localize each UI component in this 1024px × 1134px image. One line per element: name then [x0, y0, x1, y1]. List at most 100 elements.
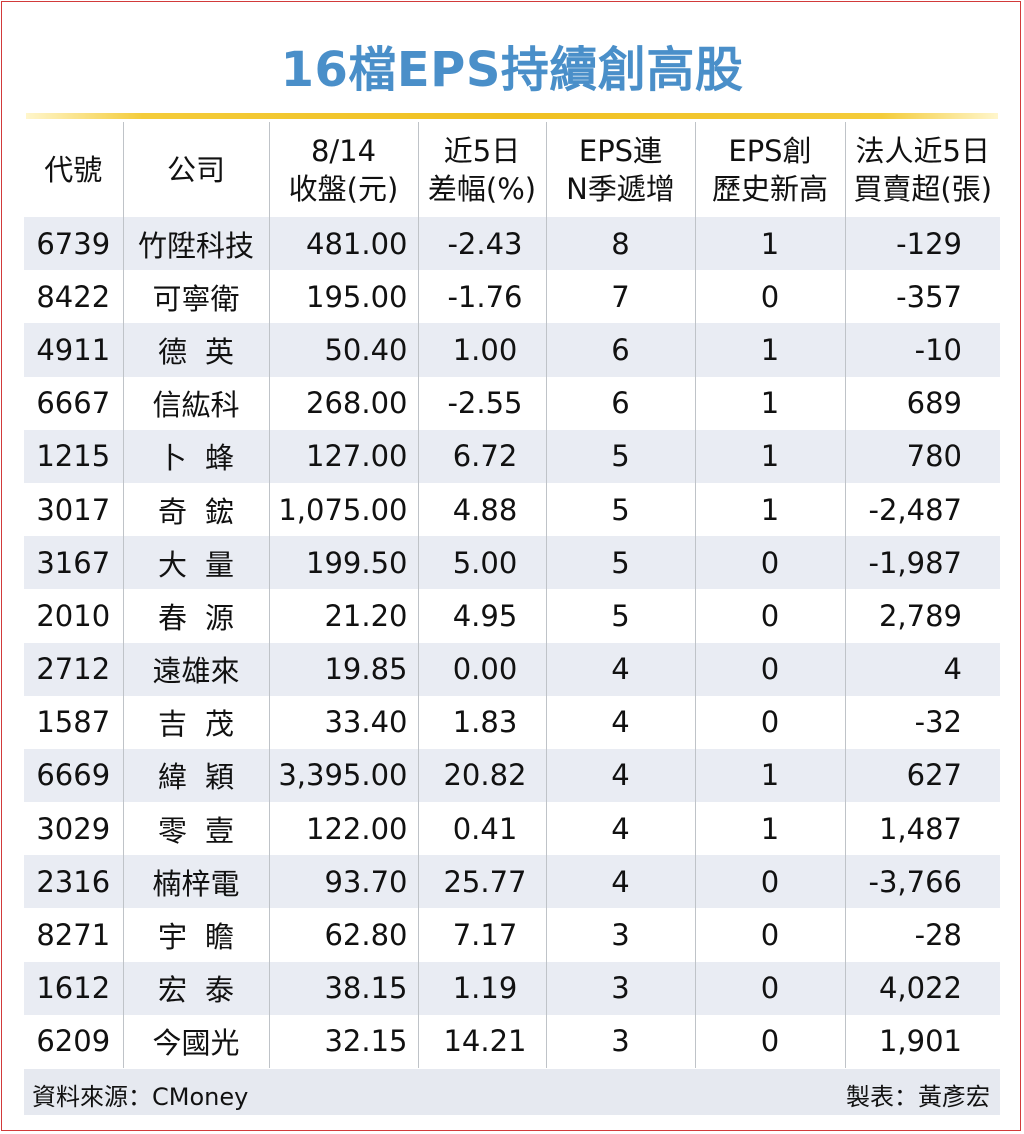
cell-5day-change: 4.95 — [417, 589, 546, 643]
cell-code: 2316 — [24, 855, 123, 909]
cell-eps-quarters: 4 — [545, 748, 695, 803]
stock-table: 代號 公司 8/14 收盤(元) 近5日 差幅(%) EPS連 N季遞增 EPS… — [24, 122, 1000, 1068]
header-close-line1: 8/14 — [310, 133, 377, 168]
cell-eps-quarters: 4 — [545, 695, 695, 749]
cell-5day-change: 1.19 — [417, 961, 546, 1015]
cell-eps-quarters: 3 — [545, 961, 695, 1015]
cell-institutional-net: -32 — [844, 695, 1000, 749]
cell-5day-change: 7.17 — [417, 908, 546, 962]
table-row: 2010 春源 21.20 4.95 5 0 2,789 — [24, 589, 1000, 643]
header-change-line2: 差幅(%) — [427, 171, 537, 206]
cell-institutional-net: -10 — [844, 323, 1000, 377]
header-institutional: 法人近5日 買賣超(張) — [844, 122, 1000, 217]
cell-eps-record: 1 — [694, 217, 845, 271]
cell-company: 緯穎 — [122, 748, 269, 803]
header-eps-quarters-line1: EPS連 — [578, 133, 663, 168]
cell-code: 1612 — [24, 961, 123, 1015]
cell-close-price: 195.00 — [268, 270, 418, 324]
cell-5day-change: 1.00 — [417, 323, 546, 377]
cell-institutional-net: -2,487 — [844, 482, 1000, 537]
table-title: 16檔EPS持續創高股 — [280, 42, 744, 98]
cell-eps-quarters: 5 — [545, 589, 695, 643]
cell-company: 大量 — [122, 536, 269, 590]
cell-eps-quarters: 4 — [545, 802, 695, 856]
header-change-line1: 近5日 — [443, 133, 521, 168]
table-row: 2316 楠梓電 93.70 25.77 4 0 -3,766 — [24, 855, 1000, 909]
cell-eps-record: 0 — [694, 908, 845, 962]
cell-institutional-net: 2,789 — [844, 589, 1000, 643]
cell-code: 8422 — [24, 270, 123, 324]
cell-5day-change: 25.77 — [417, 855, 546, 909]
cell-institutional-net: -129 — [844, 217, 1000, 271]
header-eps-quarters: EPS連 N季遞增 — [545, 122, 695, 217]
cell-institutional-net: -3,766 — [844, 855, 1000, 909]
cell-company: 可寧衛 — [122, 270, 269, 324]
cell-eps-quarters: 6 — [545, 376, 695, 430]
cell-eps-quarters: 3 — [545, 908, 695, 962]
table-row: 6667 信紘科 268.00 -2.55 6 1 689 — [24, 376, 1000, 430]
table-row: 8422 可寧衛 195.00 -1.76 7 0 -357 — [24, 270, 1000, 324]
header-close: 8/14 收盤(元) — [268, 122, 418, 217]
cell-institutional-net: -28 — [844, 908, 1000, 962]
cell-eps-record: 0 — [694, 536, 845, 590]
cell-eps-quarters: 5 — [545, 429, 695, 483]
cell-code: 3029 — [24, 802, 123, 856]
cell-5day-change: 4.88 — [417, 482, 546, 537]
table-row: 6669 緯穎 3,395.00 20.82 4 1 627 — [24, 748, 1000, 803]
cell-company: 竹陞科技 — [122, 217, 269, 271]
cell-close-price: 93.70 — [268, 855, 418, 909]
cell-eps-quarters: 5 — [545, 482, 695, 537]
cell-institutional-net: -357 — [844, 270, 1000, 324]
cell-company: 零壹 — [122, 802, 269, 856]
cell-5day-change: 0.00 — [417, 642, 546, 696]
header-institutional-line2: 買賣超(張) — [853, 171, 993, 206]
table-row: 8271 宇瞻 62.80 7.17 3 0 -28 — [24, 908, 1000, 962]
cell-close-price: 21.20 — [268, 589, 418, 643]
table-row: 3167 大量 199.50 5.00 5 0 -1,987 — [24, 536, 1000, 590]
cell-code: 1587 — [24, 695, 123, 749]
cell-close-price: 1,075.00 — [268, 482, 418, 537]
header-institutional-line1: 法人近5日 — [855, 133, 990, 168]
cell-eps-record: 1 — [694, 802, 845, 856]
cell-company: 卜蜂 — [122, 429, 269, 483]
cell-eps-record: 1 — [694, 482, 845, 537]
cell-eps-record: 1 — [694, 376, 845, 430]
cell-company: 今國光 — [122, 1014, 269, 1068]
cell-close-price: 19.85 — [268, 642, 418, 696]
header-eps-record: EPS創 歷史新高 — [694, 122, 845, 217]
cell-eps-record: 0 — [694, 270, 845, 324]
cell-company: 德英 — [122, 323, 269, 377]
cell-5day-change: 20.82 — [417, 748, 546, 803]
cell-institutional-net: 689 — [844, 376, 1000, 430]
table-row: 1587 吉茂 33.40 1.83 4 0 -32 — [24, 695, 1000, 749]
cell-institutional-net: 1,487 — [844, 802, 1000, 856]
cell-close-price: 33.40 — [268, 695, 418, 749]
cell-eps-record: 1 — [694, 748, 845, 803]
cell-5day-change: 1.83 — [417, 695, 546, 749]
cell-company: 宏泰 — [122, 961, 269, 1015]
cell-5day-change: 0.41 — [417, 802, 546, 856]
cell-company: 宇瞻 — [122, 908, 269, 962]
table-footer: 資料來源：CMoney 製表：黃彥宏 — [24, 1069, 1000, 1115]
cell-close-price: 32.15 — [268, 1014, 418, 1068]
cell-close-price: 481.00 — [268, 217, 418, 271]
cell-eps-quarters: 4 — [545, 642, 695, 696]
cell-institutional-net: 4,022 — [844, 961, 1000, 1015]
cell-eps-quarters: 6 — [545, 323, 695, 377]
cell-code: 6667 — [24, 376, 123, 430]
table-author: 製表：黃彥宏 — [846, 1083, 990, 1111]
cell-eps-quarters: 5 — [545, 536, 695, 590]
table-row: 1215 卜蜂 127.00 6.72 5 1 780 — [24, 429, 1000, 483]
cell-close-price: 199.50 — [268, 536, 418, 590]
cell-close-price: 50.40 — [268, 323, 418, 377]
header-eps-quarters-line2: N季遞增 — [566, 171, 675, 206]
cell-close-price: 268.00 — [268, 376, 418, 430]
header-eps-record-line1: EPS創 — [728, 133, 812, 168]
cell-code: 4911 — [24, 323, 123, 377]
table-row: 1612 宏泰 38.15 1.19 3 0 4,022 — [24, 961, 1000, 1015]
cell-institutional-net: 4 — [844, 642, 1000, 696]
cell-institutional-net: 780 — [844, 429, 1000, 483]
cell-institutional-net: 1,901 — [844, 1014, 1000, 1068]
table-row: 3029 零壹 122.00 0.41 4 1 1,487 — [24, 802, 1000, 856]
